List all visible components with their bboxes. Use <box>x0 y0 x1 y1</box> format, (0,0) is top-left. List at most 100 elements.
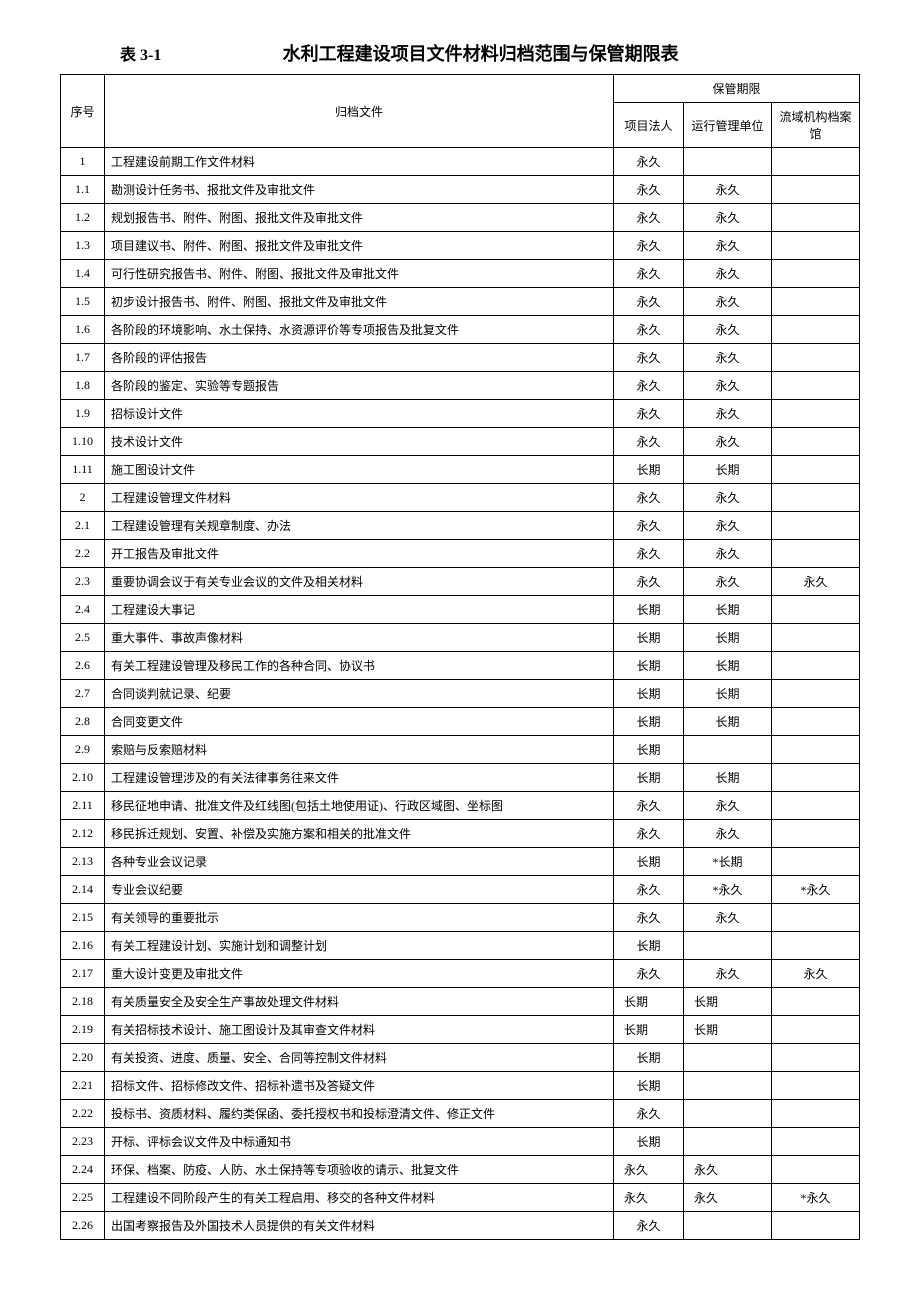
cell-seq: 2.11 <box>61 792 105 820</box>
cell-period-archive <box>771 540 859 568</box>
cell-period-archive <box>771 232 859 260</box>
cell-period-legal: 长期 <box>613 624 683 652</box>
cell-period-legal: 长期 <box>613 764 683 792</box>
cell-period-operation: 永久 <box>683 904 771 932</box>
cell-period-legal: 永久 <box>613 512 683 540</box>
cell-period-operation: 长期 <box>683 652 771 680</box>
cell-period-operation: 永久 <box>683 792 771 820</box>
table-row: 2.16有关工程建设计划、实施计划和调整计划长期 <box>61 932 860 960</box>
cell-doc: 工程建设不同阶段产生的有关工程启用、移交的各种文件材料 <box>105 1184 614 1212</box>
table-row: 2.3重要协调会议于有关专业会议的文件及相关材料永久永久永久 <box>61 568 860 596</box>
table-row: 2.26出国考察报告及外国技术人员提供的有关文件材料永久 <box>61 1212 860 1240</box>
cell-period-operation: 长期 <box>683 1016 771 1044</box>
cell-period-legal: 永久 <box>613 428 683 456</box>
cell-period-legal: 永久 <box>613 820 683 848</box>
cell-period-legal: 永久 <box>613 260 683 288</box>
cell-seq: 1.5 <box>61 288 105 316</box>
cell-doc: 移民征地申请、批准文件及红线图(包括土地使用证)、行政区域图、坐标图 <box>105 792 614 820</box>
cell-period-legal: 永久 <box>613 484 683 512</box>
cell-period-operation: 永久 <box>683 400 771 428</box>
cell-seq: 2.19 <box>61 1016 105 1044</box>
cell-period-archive <box>771 288 859 316</box>
cell-period-legal: 永久 <box>613 1184 683 1212</box>
cell-doc: 技术设计文件 <box>105 428 614 456</box>
cell-period-operation: 永久 <box>683 204 771 232</box>
cell-doc: 有关质量安全及安全生产事故处理文件材料 <box>105 988 614 1016</box>
cell-seq: 1.9 <box>61 400 105 428</box>
cell-seq: 1.2 <box>61 204 105 232</box>
cell-seq: 2.23 <box>61 1128 105 1156</box>
cell-period-operation: 永久 <box>683 288 771 316</box>
cell-period-operation <box>683 1100 771 1128</box>
cell-doc: 有关招标技术设计、施工图设计及其审查文件材料 <box>105 1016 614 1044</box>
cell-period-legal: 永久 <box>613 344 683 372</box>
cell-period-operation: 永久 <box>683 176 771 204</box>
cell-doc: 开标、评标会议文件及中标通知书 <box>105 1128 614 1156</box>
cell-period-archive <box>771 736 859 764</box>
cell-doc: 合同谈判就记录、纪要 <box>105 680 614 708</box>
cell-period-operation <box>683 932 771 960</box>
cell-period-legal: 永久 <box>613 1156 683 1184</box>
cell-period-operation: 长期 <box>683 988 771 1016</box>
cell-seq: 2 <box>61 484 105 512</box>
cell-period-legal: 永久 <box>613 1212 683 1240</box>
table-row: 2.18有关质量安全及安全生产事故处理文件材料长期长期 <box>61 988 860 1016</box>
cell-seq: 2.2 <box>61 540 105 568</box>
cell-period-operation <box>683 1212 771 1240</box>
table-row: 2.17重大设计变更及审批文件永久永久永久 <box>61 960 860 988</box>
cell-doc: 重大事件、事故声像材料 <box>105 624 614 652</box>
header-doc: 归档文件 <box>105 75 614 148</box>
cell-seq: 2.15 <box>61 904 105 932</box>
table-row: 2.5重大事件、事故声像材料长期长期 <box>61 624 860 652</box>
cell-period-legal: 永久 <box>613 288 683 316</box>
cell-period-operation: 永久 <box>683 820 771 848</box>
cell-period-legal: 长期 <box>613 652 683 680</box>
cell-period-archive: *永久 <box>771 1184 859 1212</box>
table-row: 2.24环保、档案、防疫、人防、水土保持等专项验收的请示、批复文件永久永久 <box>61 1156 860 1184</box>
table-row: 2.13各种专业会议记录长期*长期 <box>61 848 860 876</box>
table-row: 2.9索赔与反索赔材料长期 <box>61 736 860 764</box>
cell-seq: 1.6 <box>61 316 105 344</box>
cell-doc: 专业会议纪要 <box>105 876 614 904</box>
cell-period-operation: *长期 <box>683 848 771 876</box>
cell-period-operation: 永久 <box>683 1184 771 1212</box>
table-row: 1.5初步设计报告书、附件、附图、报批文件及审批文件永久永久 <box>61 288 860 316</box>
cell-period-operation <box>683 1128 771 1156</box>
cell-period-legal: 长期 <box>613 1016 683 1044</box>
cell-seq: 1.1 <box>61 176 105 204</box>
cell-doc: 出国考察报告及外国技术人员提供的有关文件材料 <box>105 1212 614 1240</box>
table-row: 2.7合同谈判就记录、纪要长期长期 <box>61 680 860 708</box>
header-p3: 流域机构档案馆 <box>771 103 859 148</box>
cell-seq: 2.26 <box>61 1212 105 1240</box>
table-row: 1.2规划报告书、附件、附图、报批文件及审批文件永久永久 <box>61 204 860 232</box>
cell-doc: 各阶段的环境影响、水土保持、水资源评价等专项报告及批复文件 <box>105 316 614 344</box>
cell-period-archive <box>771 1128 859 1156</box>
table-row: 2.10工程建设管理涉及的有关法律事务往来文件长期长期 <box>61 764 860 792</box>
cell-period-archive <box>771 764 859 792</box>
table-row: 2.8合同变更文件长期长期 <box>61 708 860 736</box>
cell-seq: 2.16 <box>61 932 105 960</box>
cell-seq: 2.10 <box>61 764 105 792</box>
header-period-group: 保管期限 <box>613 75 859 103</box>
cell-period-operation: 长期 <box>683 456 771 484</box>
cell-period-legal: 永久 <box>613 148 683 176</box>
cell-period-archive <box>771 512 859 540</box>
table-row: 1.10技术设计文件永久永久 <box>61 428 860 456</box>
cell-period-operation <box>683 1072 771 1100</box>
table-row: 2.23开标、评标会议文件及中标通知书长期 <box>61 1128 860 1156</box>
cell-seq: 2.17 <box>61 960 105 988</box>
table-row: 1.9招标设计文件永久永久 <box>61 400 860 428</box>
table-row: 2.21招标文件、招标修改文件、招标补遗书及答疑文件长期 <box>61 1072 860 1100</box>
cell-period-operation <box>683 148 771 176</box>
cell-period-legal: 长期 <box>613 932 683 960</box>
cell-doc: 工程建设大事记 <box>105 596 614 624</box>
cell-period-archive <box>771 1016 859 1044</box>
table-row: 1工程建设前期工作文件材料永久 <box>61 148 860 176</box>
table-row: 1.7各阶段的评估报告永久永久 <box>61 344 860 372</box>
cell-period-archive <box>771 484 859 512</box>
cell-period-operation: 永久 <box>683 540 771 568</box>
cell-period-archive <box>771 456 859 484</box>
cell-period-legal: 永久 <box>613 400 683 428</box>
cell-period-operation: 长期 <box>683 708 771 736</box>
cell-period-archive <box>771 932 859 960</box>
